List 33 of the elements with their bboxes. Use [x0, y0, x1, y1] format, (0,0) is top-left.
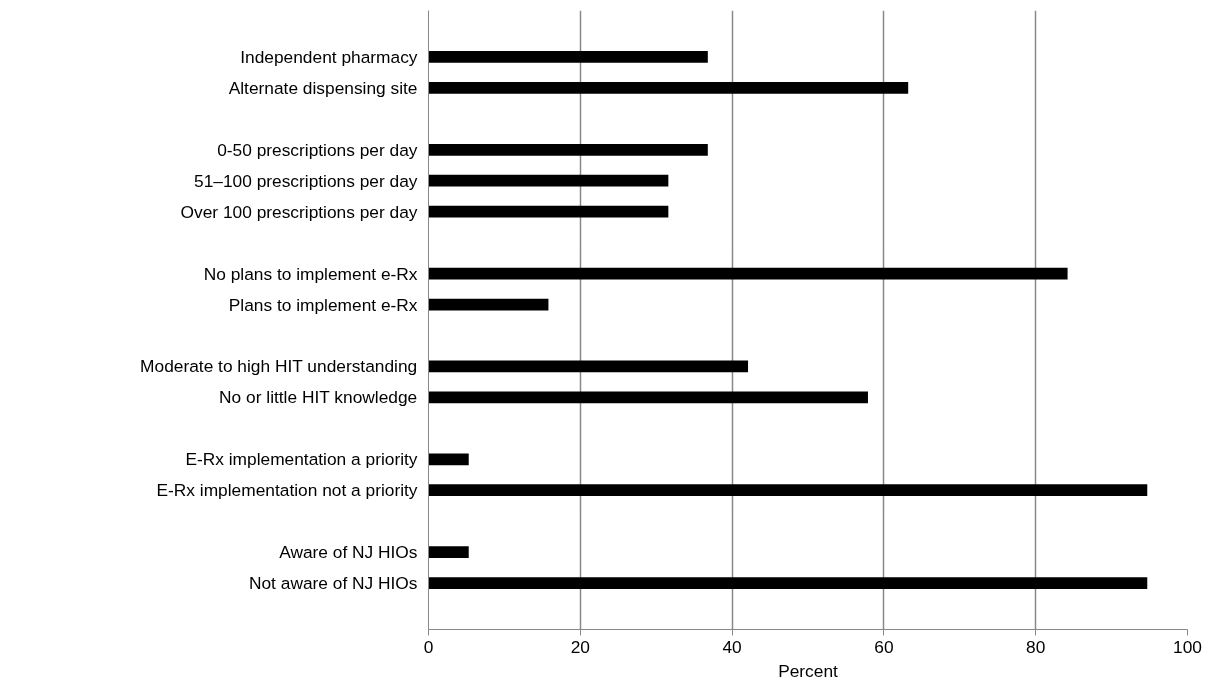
y-tick-label: Over 100 prescriptions per day	[180, 201, 418, 222]
bar	[428, 546, 469, 559]
y-tick-label: Aware of NJ HIOs	[279, 542, 418, 563]
y-tick-label: Alternate dispensing site	[228, 77, 418, 98]
y-tick-label: 0-50 prescriptions per day	[217, 139, 418, 160]
y-tick-label: No plans to implement e-Rx	[203, 263, 418, 284]
x-tick-label: 100	[1173, 636, 1202, 657]
bar	[428, 81, 909, 94]
x-tick-label: 0	[423, 636, 434, 657]
bar	[428, 484, 1148, 497]
bar	[428, 391, 868, 404]
y-tick-label: Not aware of NJ HIOs	[248, 573, 418, 594]
x-tick-label: 80	[1026, 636, 1046, 657]
x-tick-label: 40	[722, 636, 742, 657]
x-axis-title: Percent	[778, 660, 839, 681]
bar	[428, 143, 708, 156]
x-tick-label: 60	[874, 636, 894, 657]
y-tick-label: E-Rx implementation a priority	[185, 449, 418, 470]
y-tick-label: E-Rx implementation not a priority	[156, 480, 418, 501]
bar	[428, 577, 1148, 589]
bar	[428, 205, 669, 218]
bar	[428, 360, 749, 373]
y-tick-label: Plans to implement e-Rx	[228, 294, 418, 315]
y-tick-label: Independent pharmacy	[240, 46, 418, 67]
bar	[428, 51, 708, 63]
bar	[428, 298, 549, 311]
y-tick-label: Moderate to high HIT understanding	[140, 356, 418, 377]
bar	[428, 174, 669, 187]
bar	[428, 267, 1068, 280]
y-tick-label: No or little HIT knowledge	[219, 387, 418, 408]
y-tick-label: 51–100 prescriptions per day	[194, 170, 418, 191]
x-tick-label: 20	[570, 636, 590, 657]
bar	[428, 453, 469, 466]
